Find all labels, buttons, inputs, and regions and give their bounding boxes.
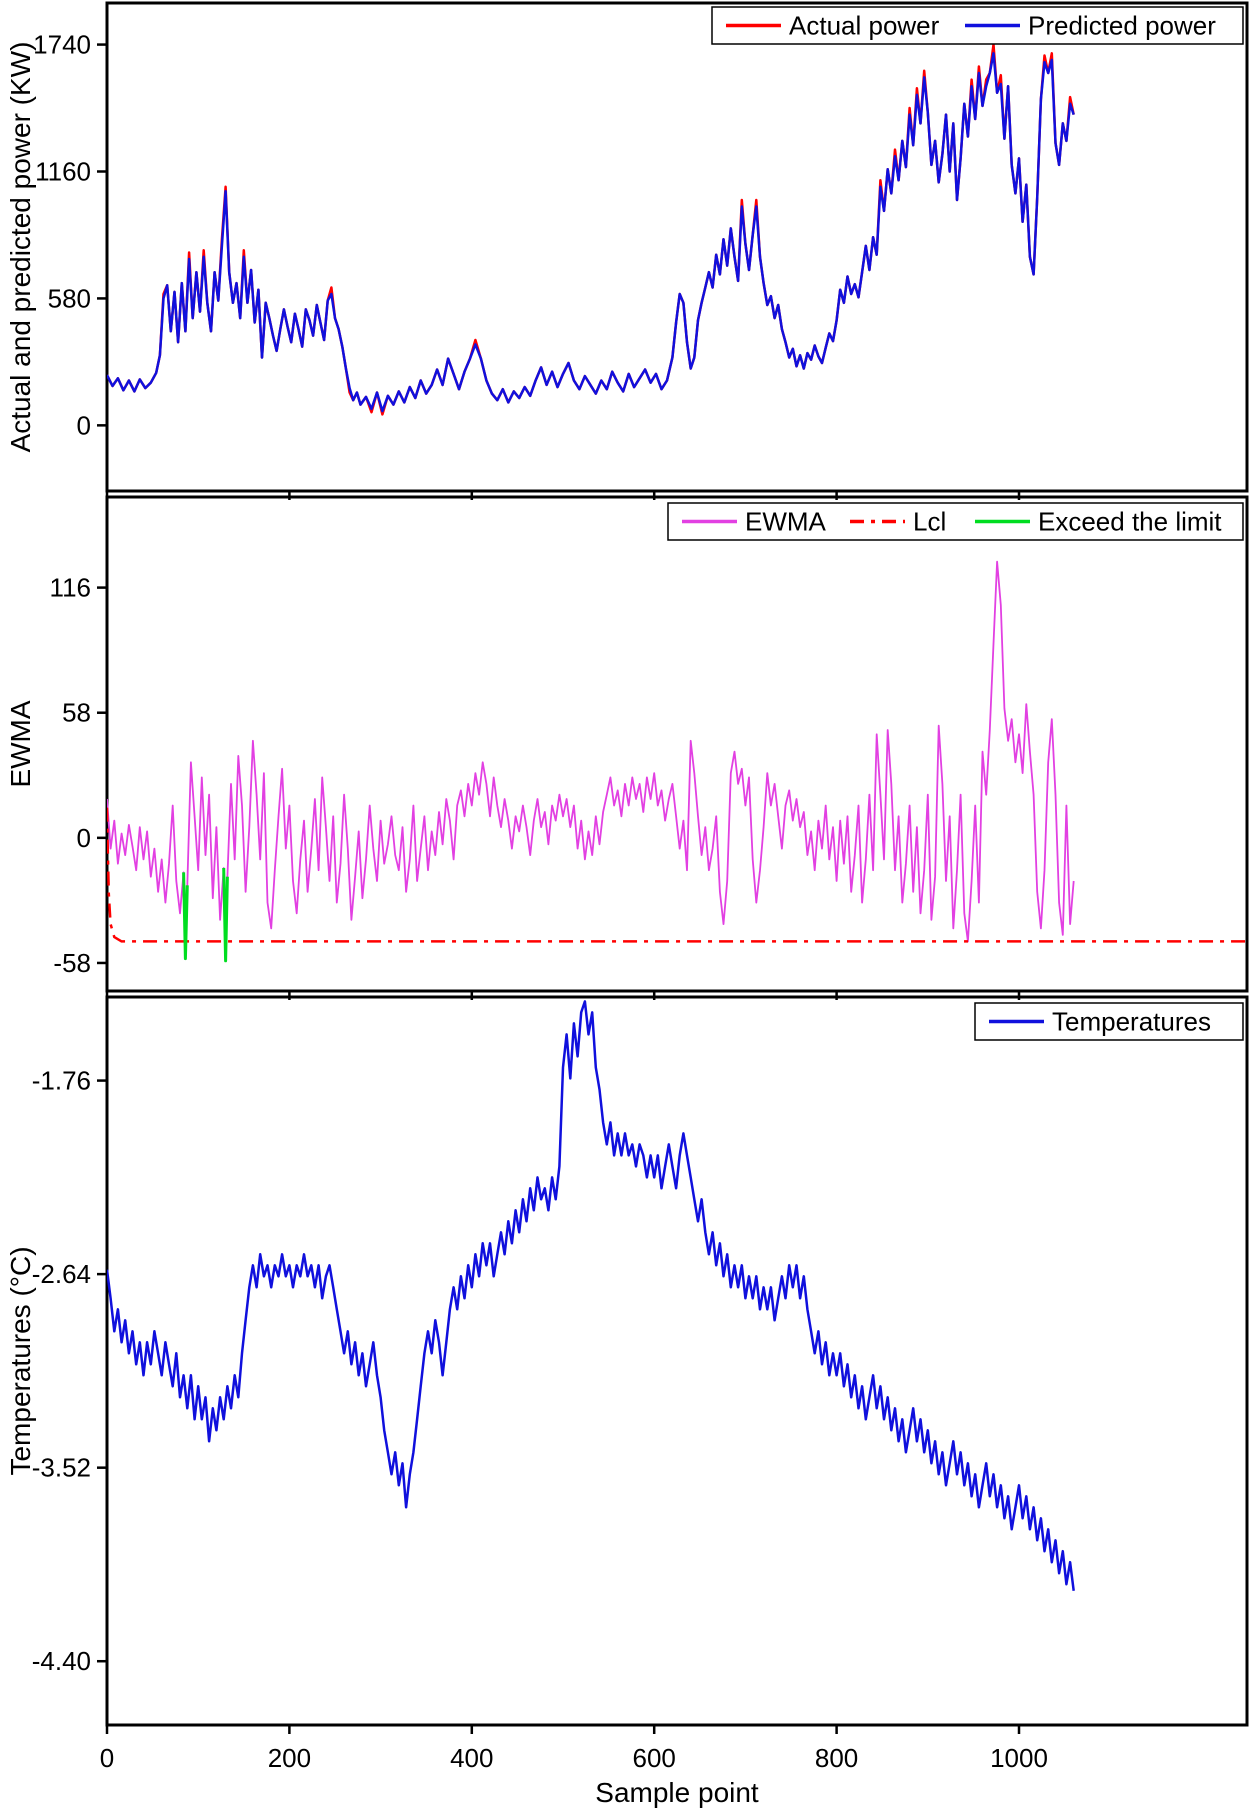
x-tick-label: 800	[815, 1743, 858, 1773]
y-tick-label: 116	[50, 573, 91, 603]
power-legend-box	[711, 6, 1244, 45]
panel-border-1	[105, 495, 1249, 993]
temperature-legend-box	[974, 1002, 1244, 1041]
ewma-y-axis-label: EWMA	[5, 700, 36, 787]
x-tick-label: 1000	[990, 1743, 1048, 1773]
ewma-legend-box	[667, 502, 1244, 541]
predicted-power-legend-label: Predicted power	[1028, 11, 1216, 41]
power-y-axis-label: Actual and predicted power (KW)	[5, 42, 36, 453]
y-tick-label: -4.40	[32, 1646, 91, 1676]
temperature-legend: Temperatures	[974, 1002, 1244, 1041]
actual-power-line	[107, 43, 1075, 416]
y-tick-label: 1740	[33, 30, 91, 60]
ewma-legend: EWMA Lcl Exceed the limit	[667, 502, 1244, 541]
temperatures-line	[107, 1000, 1075, 1591]
y-tick-label: 0	[77, 410, 91, 440]
y-tick-label: 0	[77, 823, 91, 853]
ewma-legend-label: EWMA	[745, 507, 827, 537]
actual-power-legend-label: Actual power	[789, 11, 940, 41]
panel-border-2	[105, 995, 1249, 1727]
y-tick-label: 580	[48, 283, 91, 313]
x-tick-label: 400	[450, 1743, 493, 1773]
power-legend: Actual power Predicted power	[711, 6, 1244, 45]
ewma-line	[107, 560, 1075, 962]
exceed-the-limit-line	[222, 867, 229, 963]
exceed-the-limit-line	[182, 872, 189, 961]
temperature-legend-label: Temperatures	[1052, 1007, 1211, 1037]
predicted-power-line	[107, 52, 1075, 413]
y-tick-label: 1160	[35, 157, 91, 187]
y-tick-label: -2.64	[32, 1259, 91, 1289]
y-tick-label: -3.52	[32, 1453, 91, 1483]
x-tick-label: 600	[633, 1743, 676, 1773]
plot-panels: 0 580 1160 1740 -58 0 58 116 -4.40 -3.52 -2.64 -1.7…	[32, 1, 1249, 1773]
lcl-legend-label: Lcl	[913, 507, 946, 537]
lcl-line	[107, 807, 1247, 943]
x-axis-label: Sample point	[595, 1777, 759, 1808]
y-tick-label: 58	[62, 698, 91, 728]
temperature-y-axis-label: Temperatures (°C)	[5, 1246, 36, 1475]
x-tick-label: 200	[268, 1743, 311, 1773]
y-tick-label: -58	[53, 948, 91, 978]
exceed-limit-legend-label: Exceed the limit	[1038, 507, 1222, 537]
x-tick-label: 0	[100, 1743, 114, 1773]
panel-border-0	[105, 1, 1249, 493]
y-tick-label: -1.76	[32, 1066, 91, 1096]
